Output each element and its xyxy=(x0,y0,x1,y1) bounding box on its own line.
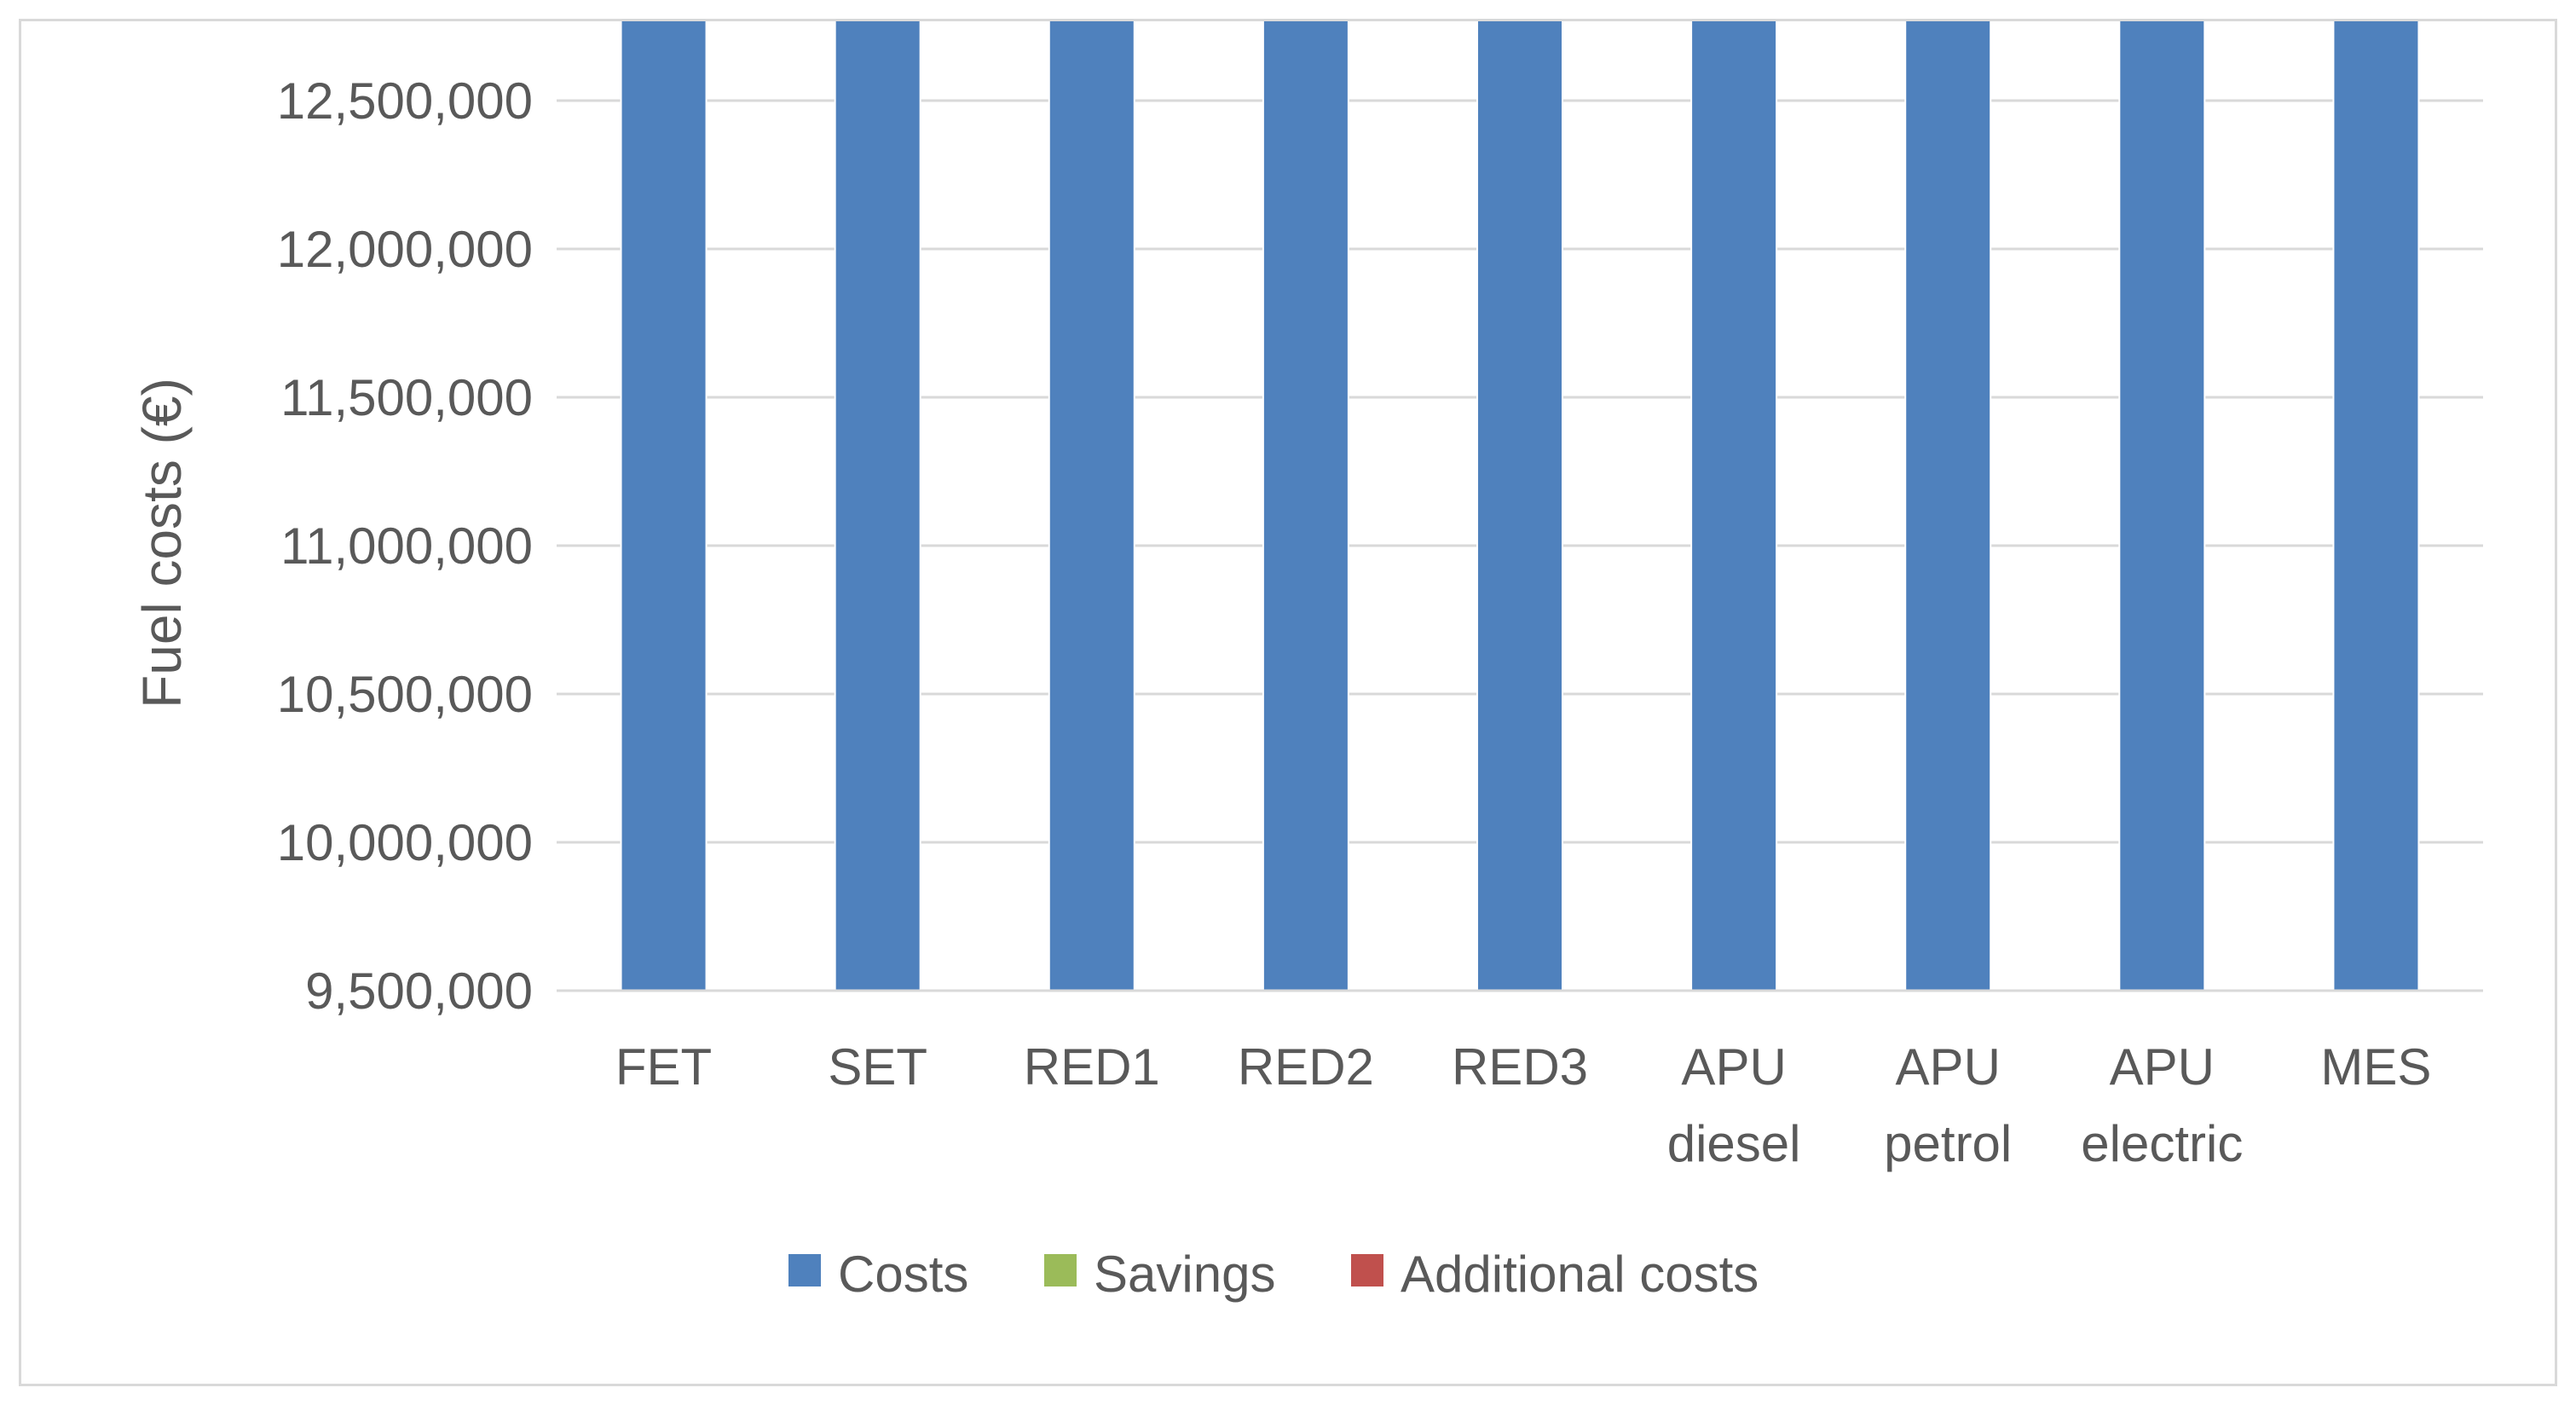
x-axis-labels: FET SET RED1 RED2 RED3 APU diesel APU petrol APU e… xyxy=(615,1038,2432,1172)
y-tick-label: 10,000,000 xyxy=(277,814,533,871)
legend-label: Additional costs xyxy=(1401,1246,1759,1303)
legend-swatch-costs xyxy=(788,1254,821,1286)
bar-costs xyxy=(2332,21,2420,992)
x-tick-label: MES xyxy=(2320,1038,2431,1096)
bar-costs xyxy=(620,21,708,992)
x-tick-label: RED3 xyxy=(1452,1038,1588,1096)
chart-frame: 9,500,000 10,000,000 10,500,000 11,000,000 1… xyxy=(19,19,2557,1386)
legend-swatch-additional-costs xyxy=(1351,1254,1383,1286)
x-tick-label: electric xyxy=(2081,1115,2243,1172)
bar-costs xyxy=(1262,21,1349,992)
legend: Costs Savings Additional costs xyxy=(788,1246,1759,1303)
bars xyxy=(620,21,2420,992)
x-tick-label: APU xyxy=(1896,1038,2001,1096)
x-tick-label: RED2 xyxy=(1238,1038,1374,1096)
y-axis-ticks: 9,500,000 10,000,000 10,500,000 11,000,000 1… xyxy=(277,72,533,1020)
x-tick-label: APU xyxy=(2110,1038,2215,1096)
x-tick-label: APU xyxy=(1681,1038,1786,1096)
bar-costs xyxy=(1904,21,1992,992)
x-tick-label: RED1 xyxy=(1024,1038,1160,1096)
x-tick-label: diesel xyxy=(1667,1115,1801,1172)
y-tick-label: 11,500,000 xyxy=(280,369,533,426)
y-axis-title: Fuel costs (€) xyxy=(131,378,193,708)
y-tick-label: 10,500,000 xyxy=(277,666,533,723)
bar-costs xyxy=(1476,21,1563,992)
stacked-bar-chart: 9,500,000 10,000,000 10,500,000 11,000,000 1… xyxy=(131,21,2483,1303)
x-tick-label: FET xyxy=(615,1038,712,1096)
y-tick-label: 9,500,000 xyxy=(305,963,533,1020)
bar-costs xyxy=(1048,21,1135,992)
y-tick-label: 12,000,000 xyxy=(277,221,533,278)
legend-label: Savings xyxy=(1094,1246,1275,1303)
bar-costs xyxy=(1690,21,1778,992)
bar-costs xyxy=(2118,21,2206,992)
x-tick-label: petrol xyxy=(1884,1115,2012,1172)
bar-costs xyxy=(834,21,921,992)
x-tick-label: SET xyxy=(828,1038,927,1096)
legend-label: Costs xyxy=(838,1246,968,1303)
legend-swatch-savings xyxy=(1044,1254,1077,1286)
y-tick-label: 11,000,000 xyxy=(280,517,533,575)
y-tick-label: 12,500,000 xyxy=(277,72,533,130)
